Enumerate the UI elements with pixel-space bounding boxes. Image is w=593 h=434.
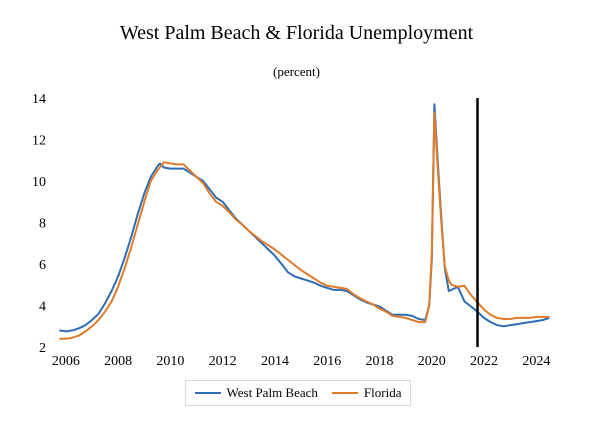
x-axis: 2006 2008 2010 2012 2014 2016 2018 2020 2022 2024	[52, 354, 550, 369]
y-tick-label: 12	[32, 134, 46, 149]
y-tick-label: 14	[32, 92, 46, 107]
legend: West Palm Beach Florida	[185, 380, 411, 406]
x-tick-label: 2018	[365, 354, 393, 369]
series-line-west-palm-beach	[59, 103, 550, 333]
x-tick-label: 2016	[313, 354, 341, 369]
y-tick-label: 10	[32, 175, 46, 190]
x-tick-label: 2024	[522, 354, 550, 369]
series-line-florida	[59, 111, 550, 340]
y-axis: 2 4 6 8 10 12 14	[32, 92, 46, 356]
x-tick-label: 2006	[52, 354, 80, 369]
x-tick-label: 2014	[261, 354, 289, 369]
legend-swatch	[194, 392, 221, 394]
chart-title: West Palm Beach & Florida Unemployment	[119, 22, 474, 44]
legend-item-west-palm-beach: West Palm Beach	[194, 385, 318, 401]
x-tick-label: 2022	[470, 354, 498, 369]
x-tick-label: 2012	[209, 354, 237, 369]
y-tick-label: 4	[39, 300, 46, 315]
legend-label: Florida	[363, 385, 402, 400]
x-tick-label: 2010	[156, 354, 184, 369]
y-tick-label: 6	[39, 258, 46, 273]
chart-subtitle: (percent)	[273, 64, 320, 79]
y-tick-label: 2	[39, 341, 46, 356]
legend-label: West Palm Beach	[226, 385, 318, 400]
x-tick-label: 2020	[418, 354, 446, 369]
legend-swatch	[331, 392, 358, 394]
y-tick-label: 8	[39, 217, 46, 232]
series-layer	[59, 103, 550, 340]
x-tick-label: 2008	[104, 354, 132, 369]
legend-item-florida: Florida	[331, 385, 402, 401]
